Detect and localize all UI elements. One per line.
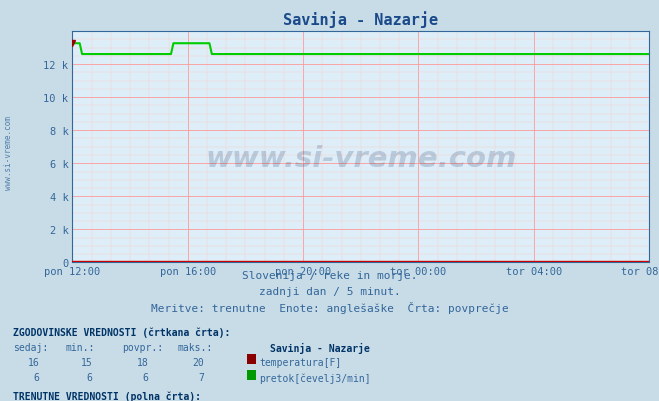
Text: 18: 18 xyxy=(136,357,148,367)
Text: 6: 6 xyxy=(34,373,40,383)
Text: zadnji dan / 5 minut.: zadnji dan / 5 minut. xyxy=(258,286,401,296)
Text: pretok[čevelj3/min]: pretok[čevelj3/min] xyxy=(259,373,370,383)
Text: povpr.:: povpr.: xyxy=(122,342,163,352)
Text: 16: 16 xyxy=(28,357,40,367)
Text: maks.:: maks.: xyxy=(178,342,213,352)
Text: Slovenija / reke in morje.: Slovenija / reke in morje. xyxy=(242,271,417,281)
Text: temperatura[F]: temperatura[F] xyxy=(259,357,341,367)
Text: ZGODOVINSKE VREDNOSTI (črtkana črta):: ZGODOVINSKE VREDNOSTI (črtkana črta): xyxy=(13,327,231,337)
Text: Savinja - Nazarje: Savinja - Nazarje xyxy=(270,342,370,353)
Text: min.:: min.: xyxy=(66,342,96,352)
Text: 6: 6 xyxy=(86,373,92,383)
Text: 6: 6 xyxy=(142,373,148,383)
Text: 15: 15 xyxy=(80,357,92,367)
Text: sedaj:: sedaj: xyxy=(13,342,48,352)
Title: Savinja - Nazarje: Savinja - Nazarje xyxy=(283,11,438,28)
Text: 20: 20 xyxy=(192,357,204,367)
Text: 7: 7 xyxy=(198,373,204,383)
Text: www.si-vreme.com: www.si-vreme.com xyxy=(205,145,517,173)
Text: Meritve: trenutne  Enote: anglešaške  Črta: povprečje: Meritve: trenutne Enote: anglešaške Črta… xyxy=(151,301,508,313)
Text: TRENUTNE VREDNOSTI (polna črta):: TRENUTNE VREDNOSTI (polna črta): xyxy=(13,391,201,401)
Text: www.si-vreme.com: www.si-vreme.com xyxy=(4,115,13,189)
